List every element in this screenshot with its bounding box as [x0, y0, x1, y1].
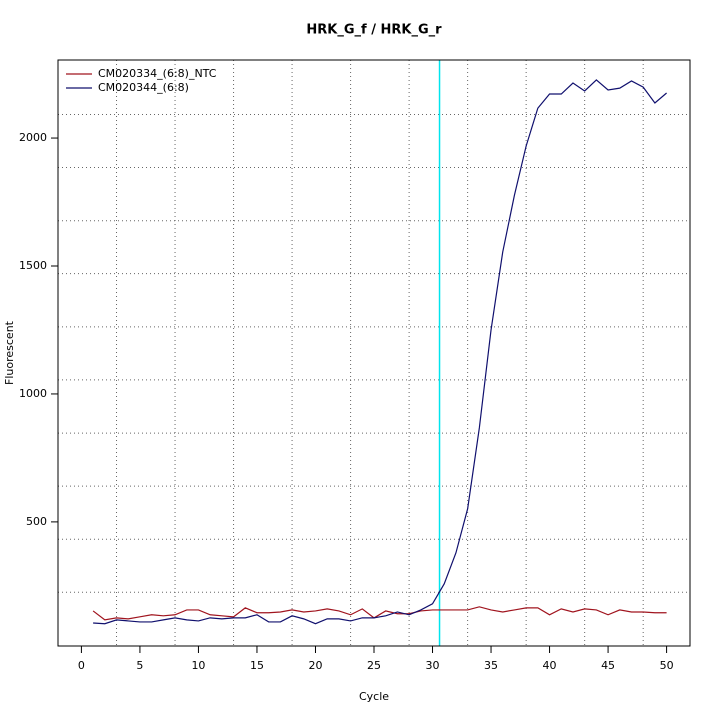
y-tick-label: 2000 — [19, 131, 47, 144]
y-tick-label: 1000 — [19, 387, 47, 400]
x-tick-label: 45 — [601, 659, 615, 672]
x-tick-label: 10 — [191, 659, 205, 672]
x-tick-label: 20 — [308, 659, 322, 672]
x-tick-label: 35 — [484, 659, 498, 672]
y-tick-label: 500 — [26, 515, 47, 528]
series-line — [93, 79, 667, 625]
plot-frame — [57, 59, 691, 647]
legend-label: CM020344_(6:8) — [98, 81, 189, 94]
x-tick-label: 25 — [367, 659, 381, 672]
legend-label: CM020334_(6:8)_NTC — [98, 67, 217, 80]
x-tick-label: 50 — [660, 659, 674, 672]
x-tick-label: 40 — [543, 659, 557, 672]
x-tick-label: 15 — [250, 659, 264, 672]
x-axis-label: Cycle — [359, 690, 389, 703]
series-line — [92, 606, 667, 621]
x-tick-label: 0 — [78, 659, 85, 672]
y-tick-label: 1500 — [19, 259, 47, 272]
y-axis-label: Fluorescent — [3, 320, 16, 385]
x-tick-label: 5 — [136, 659, 143, 672]
chart-title: HRK_G_f / HRK_G_r — [306, 23, 442, 38]
x-tick-label: 30 — [426, 659, 440, 672]
